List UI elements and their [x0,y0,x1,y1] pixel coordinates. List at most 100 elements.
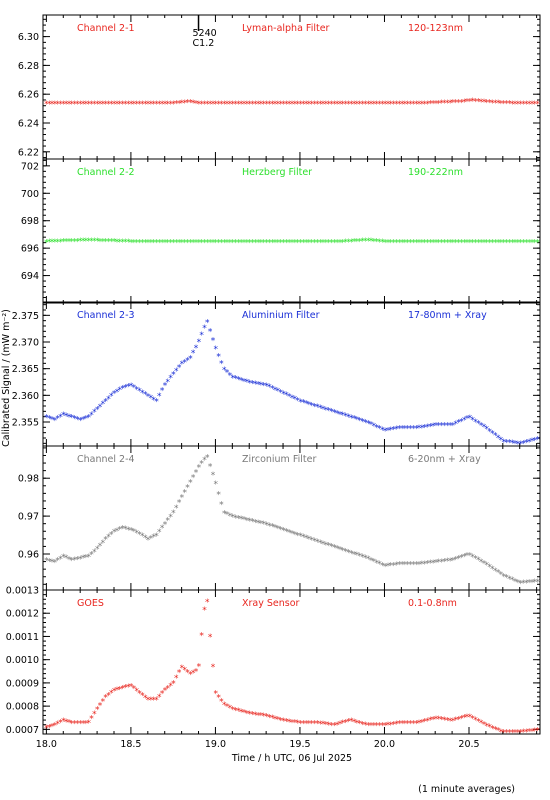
y-tick-label: 700 [21,189,39,200]
data-point: * [72,415,77,425]
data-point: * [287,393,292,403]
data-point: * [501,438,506,448]
data-point: * [332,100,337,110]
data-point: * [44,557,49,567]
data-point: * [259,520,264,530]
data-point: * [284,718,289,728]
data-point: * [456,555,461,565]
data-point: * [403,719,408,729]
data-point: * [504,238,509,248]
data-point: * [304,238,309,248]
data-point: * [360,237,365,247]
data-point: * [140,532,145,542]
data-point: * [44,238,49,248]
data-point: * [343,718,348,728]
data-point: * [462,98,467,108]
data-point: * [273,386,278,396]
data-point: * [202,238,207,248]
data-point: * [177,238,182,248]
data-point: * [236,707,241,717]
data-point: * [341,411,346,421]
data-point: * [349,549,354,559]
data-point: * [535,578,540,588]
panel-2: 694 696 698 700 702 Channel 2-2 Herzberg Filte… [21,158,541,304]
data-point: * [453,555,458,565]
data-point: * [89,411,94,421]
data-point: * [47,100,52,110]
data-point: * [324,541,329,551]
data-point: * [177,669,182,679]
data-point: * [459,417,464,427]
data-point: * [118,526,123,536]
data-point: * [236,376,241,386]
data-point: * [357,237,362,247]
data-point: * [510,729,515,739]
data-point: * [278,526,283,536]
data-point: * [262,381,267,391]
data-point: * [465,238,470,248]
data-point: * [295,397,300,407]
data-point: * [482,423,487,433]
data-point: * [386,238,391,248]
y-tick-label: 6.24 [18,119,39,130]
data-point: * [259,712,264,722]
band-label: 17-80nm + Xray [408,310,487,321]
data-point: * [267,100,272,110]
data-point: * [163,100,168,110]
data-point: * [380,426,385,436]
data-point: * [516,729,521,739]
data-point: * [95,406,100,416]
data-point: * [369,556,374,566]
data-point: * [507,100,512,110]
data-point: * [233,514,238,524]
data-point: * [123,684,128,694]
data-point: * [81,237,86,247]
data-point: * [349,717,354,727]
data-point: * [151,100,156,110]
data-point: * [106,395,111,405]
data-point: * [411,719,416,729]
data-point: * [451,421,456,431]
data-point: * [259,238,264,248]
data-point: * [70,414,75,424]
data-point: * [225,369,230,379]
x-tick-label: 19.0 [205,739,226,750]
data-point: * [527,728,532,738]
channel-label: Channel 2-2 [77,167,135,178]
data-point: * [132,384,137,394]
data-point: * [425,559,430,569]
data-point: * [405,719,410,729]
data-point: * [146,100,151,110]
data-point: * [293,395,298,405]
data-point: * [448,557,453,567]
data-point: * [405,424,410,434]
data-point: * [496,569,501,579]
data-point: * [211,238,216,248]
data-point: * [290,718,295,728]
data-point: * [476,98,481,108]
data-point: * [324,406,329,416]
data-point: * [374,559,379,569]
data-point: * [372,722,377,732]
data-point: * [109,238,114,248]
data-point: * [437,715,442,725]
data-point: * [149,394,154,404]
data-point: * [470,97,475,107]
data-point: * [259,381,264,391]
data-point: * [208,462,213,472]
data-point: * [420,424,425,434]
data-point: * [386,562,391,572]
data-point: * [146,238,151,248]
data-point: * [103,536,108,546]
data-point: * [411,424,416,434]
data-point: * [250,711,255,721]
x-tick-label: 20.5 [458,739,479,750]
data-point: * [298,398,303,408]
y-tick-label: 0.0008 [6,702,39,713]
data-series: ****************************************… [44,319,540,450]
data-point: * [253,100,258,110]
data-point: * [228,704,233,714]
data-point: * [439,238,444,248]
data-point: * [236,100,241,110]
y-tick-label: 2.355 [12,418,39,429]
